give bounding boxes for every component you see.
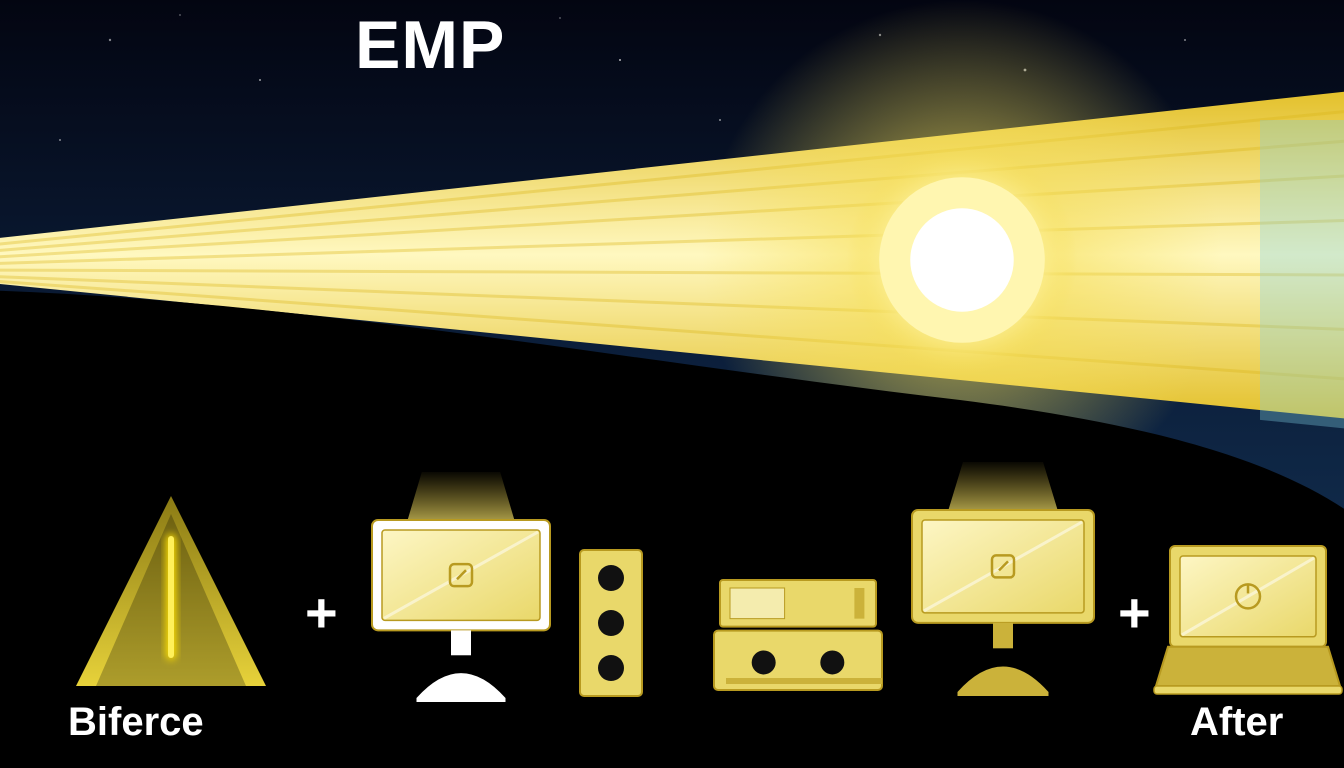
label-before: Biferce [68,700,204,745]
scene-svg [0,0,1344,768]
infographic-stage: EMP Biferce After + + [0,0,1344,768]
laptop-icon [1154,546,1342,694]
page-title: EMP [355,6,505,84]
plus-right: + [1118,580,1151,645]
speaker-icon [580,550,642,696]
console-icon [714,580,882,690]
plus-left: + [305,580,338,645]
label-after: After [1190,700,1283,745]
